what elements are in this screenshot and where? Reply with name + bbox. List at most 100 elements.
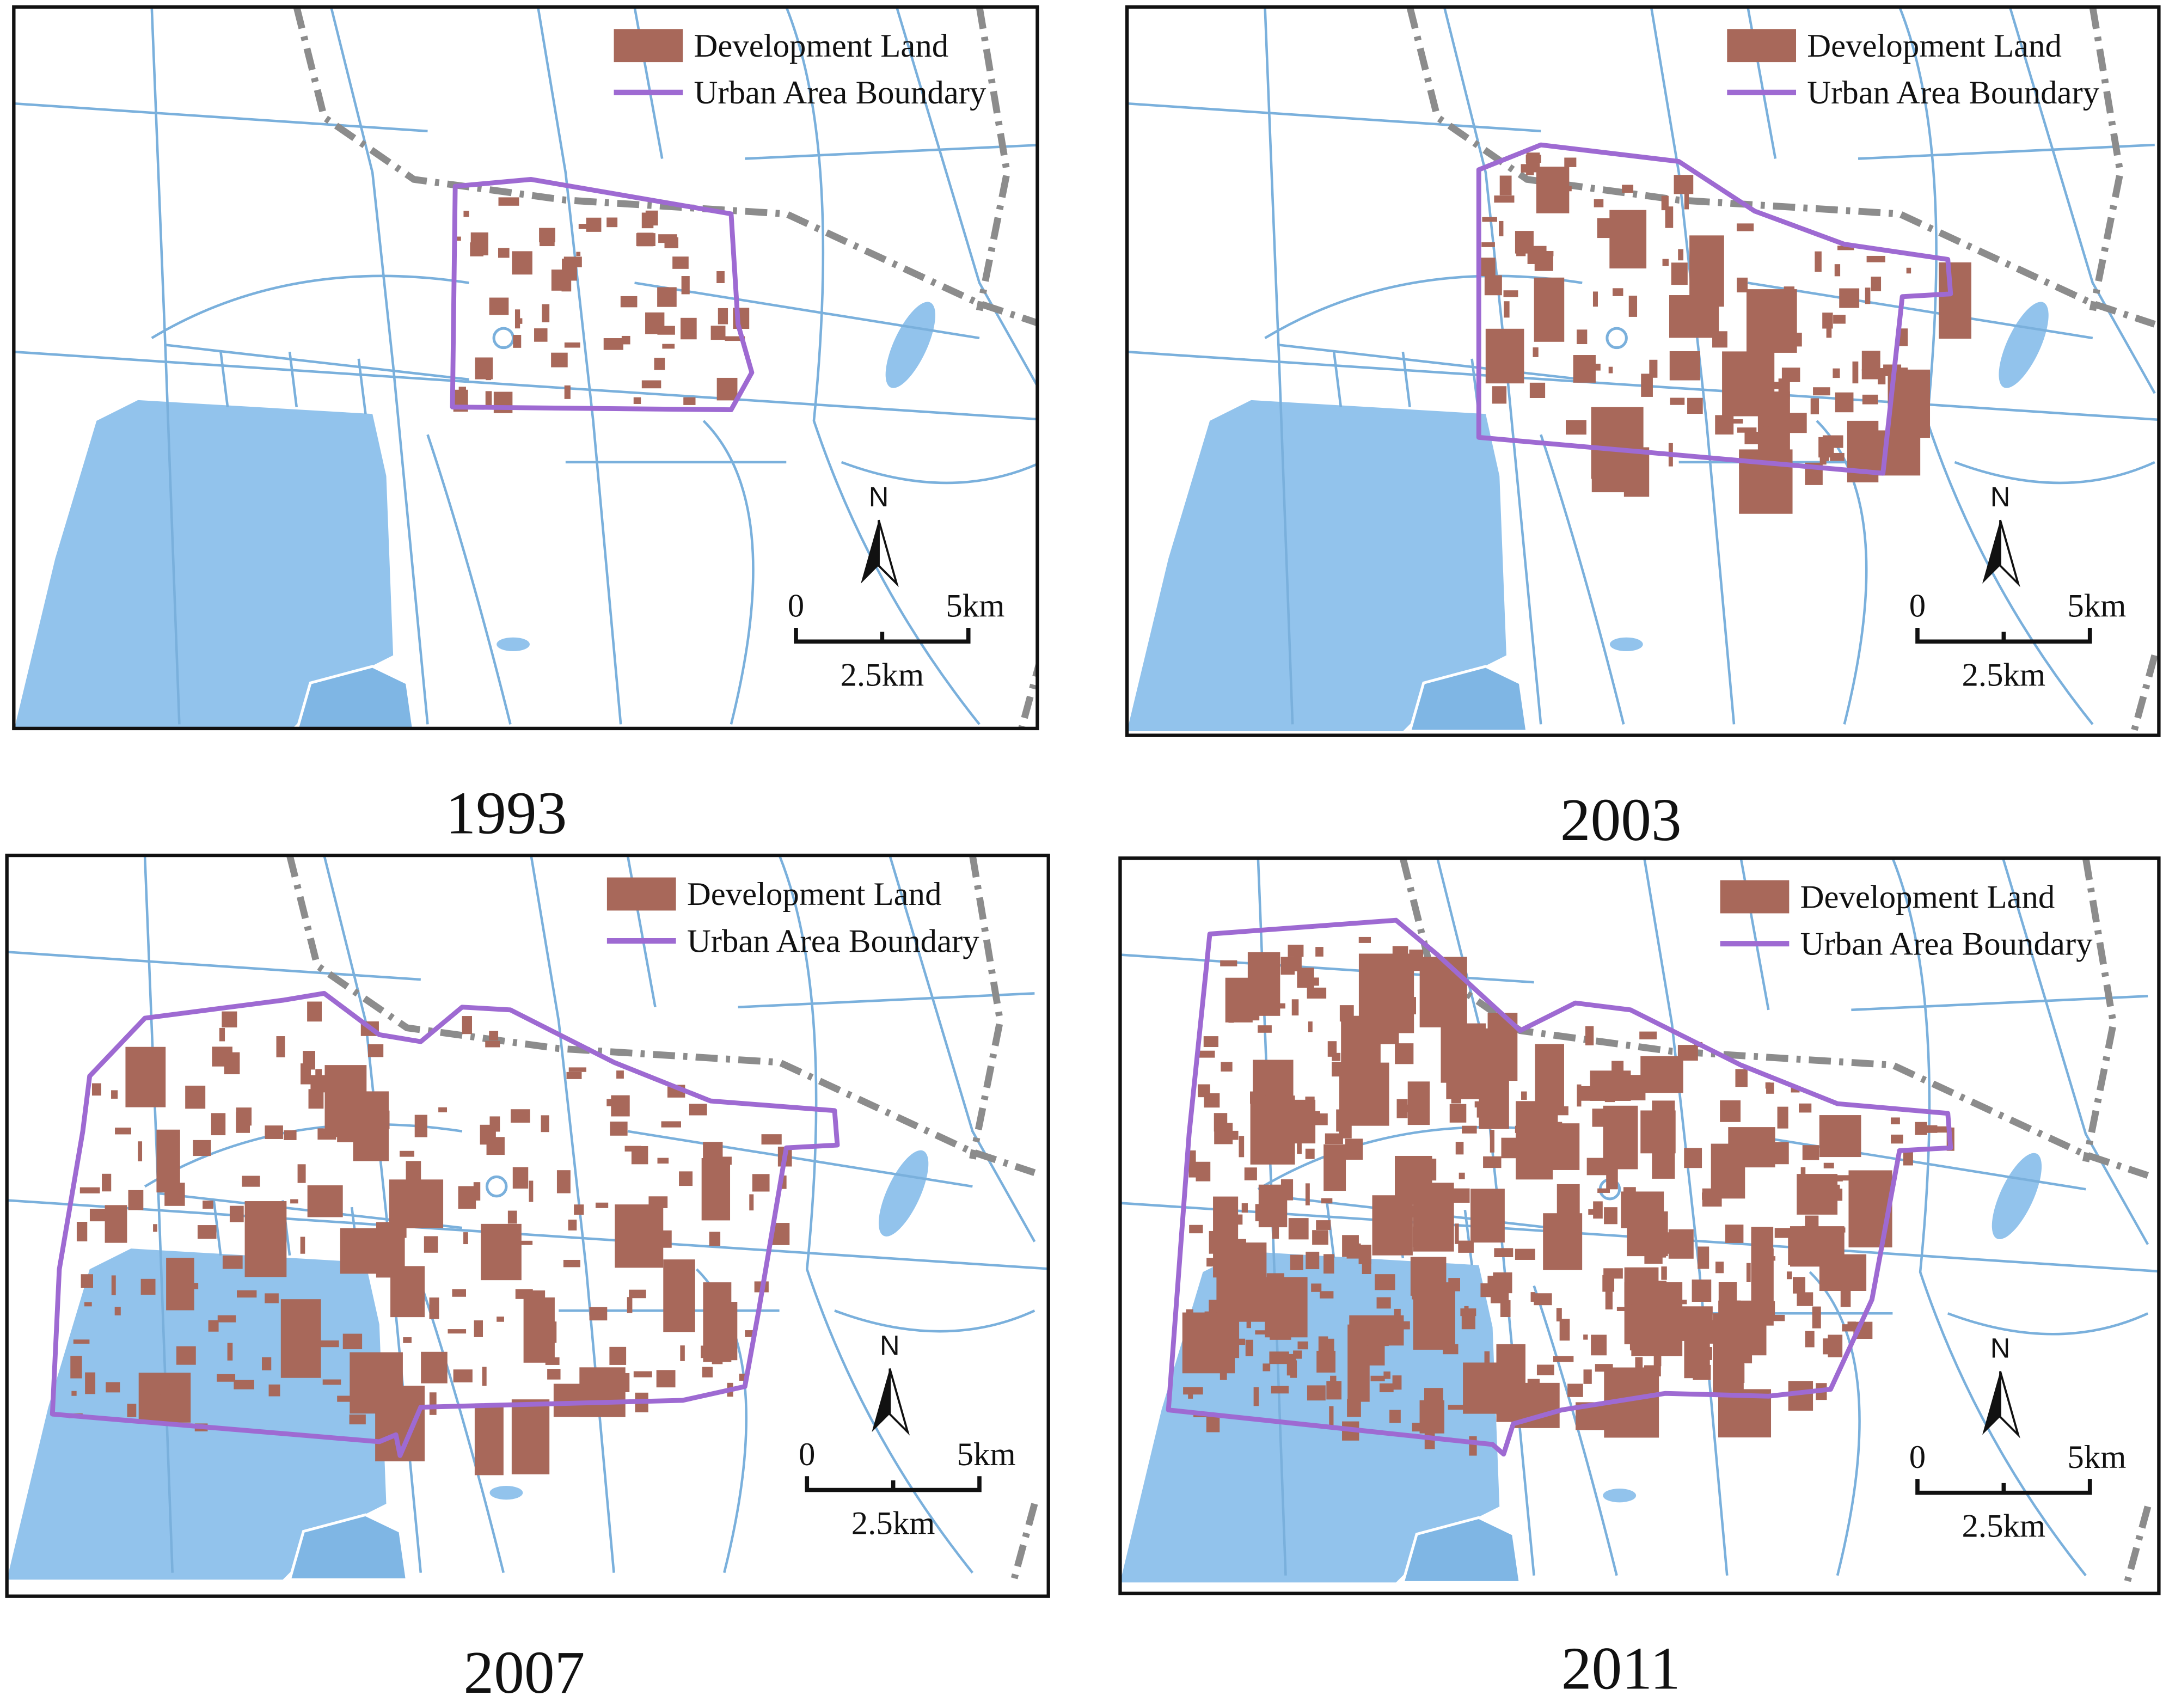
development-land (85, 1372, 96, 1394)
river (745, 144, 1038, 160)
development-land (513, 335, 522, 348)
river (785, 7, 981, 725)
legend-label: Development Land (1807, 28, 2062, 64)
development-land (603, 338, 623, 350)
development-land (1307, 987, 1327, 999)
development-land (1272, 1190, 1277, 1204)
development-land (1591, 1334, 1607, 1356)
development-land (1243, 1269, 1255, 1278)
development-land (1689, 235, 1724, 307)
development-land (1482, 217, 1497, 222)
development-land (1521, 1091, 1527, 1100)
development-land (1576, 356, 1580, 364)
pond (489, 1485, 523, 1500)
development-land (662, 344, 675, 349)
development-land (91, 1083, 101, 1096)
development-land (718, 308, 728, 325)
development-land (1802, 1145, 1819, 1160)
development-land (1376, 1066, 1385, 1081)
development-land (1662, 259, 1669, 266)
development-land (234, 1380, 254, 1389)
development-land (620, 296, 638, 308)
development-land (683, 397, 696, 405)
development-land (1358, 936, 1371, 943)
development-land (1469, 1436, 1477, 1456)
development-land (485, 1040, 500, 1048)
development-land (1665, 1314, 1682, 1337)
development-land (222, 1011, 237, 1028)
harbor (1408, 665, 1529, 733)
development-land (1504, 301, 1510, 318)
development-land (1297, 1134, 1302, 1154)
development-land (229, 1205, 244, 1222)
river (1851, 995, 2148, 1012)
development-land (1272, 1217, 1279, 1239)
development-land (265, 1125, 283, 1139)
development-land (703, 1142, 723, 1160)
development-land (1412, 1258, 1437, 1300)
development-land (1823, 1338, 1830, 1355)
development-land (656, 1370, 676, 1388)
development-land (663, 1259, 695, 1332)
lake (14, 400, 394, 728)
development-land (236, 1107, 252, 1126)
development-land (1602, 1275, 1615, 1292)
development-land (1305, 1183, 1310, 1205)
development-land (1451, 1188, 1470, 1203)
development-land (672, 256, 689, 269)
development-land (301, 1063, 311, 1085)
development-land (290, 1199, 298, 1204)
development-land (1861, 369, 1882, 379)
development-land (497, 1317, 504, 1322)
development-land (350, 1352, 403, 1414)
development-land (1623, 1187, 1636, 1199)
development-land (1873, 430, 1921, 476)
river (1947, 1312, 2149, 1336)
pond (885, 302, 935, 388)
development-land (657, 287, 677, 307)
development-land (576, 252, 581, 256)
development-land (1604, 1087, 1615, 1103)
scale-label: 5km (946, 588, 1004, 625)
development-land (713, 1292, 728, 1303)
scale-label: 2.5km (851, 1505, 935, 1542)
pond (1603, 1489, 1637, 1503)
north-arrow (878, 519, 899, 587)
development-land (1527, 1379, 1540, 1384)
development-land (1707, 1320, 1713, 1334)
north-label: N (1990, 481, 2011, 512)
development-land (1616, 1307, 1628, 1311)
development-land (1327, 1041, 1337, 1057)
development-land (1480, 258, 1496, 277)
development-land (1586, 1158, 1607, 1176)
development-land (1474, 1101, 1482, 1108)
development-land (340, 1228, 391, 1274)
development-land (1363, 1074, 1374, 1079)
development-land (1255, 1330, 1275, 1334)
development-land (424, 1236, 438, 1253)
development-land (1671, 262, 1688, 285)
development-land (297, 1164, 306, 1183)
development-land (1330, 1375, 1337, 1386)
development-land (498, 393, 511, 400)
development-land (1591, 363, 1601, 371)
development-land (589, 1307, 608, 1321)
development-land (1521, 164, 1527, 173)
development-land (1745, 1351, 1753, 1363)
river (1747, 281, 2093, 340)
development-land (1203, 1036, 1218, 1048)
development-land (1227, 1214, 1243, 1225)
development-land (251, 1242, 268, 1265)
development-land (1648, 1078, 1664, 1092)
development-land (1583, 1334, 1588, 1340)
development-land (1220, 960, 1237, 966)
pond (1992, 1153, 2042, 1240)
development-land (1312, 1230, 1328, 1245)
development-land (1297, 1341, 1308, 1350)
development-land (606, 217, 618, 228)
development-land (222, 1255, 243, 1269)
development-land (1244, 1167, 1257, 1180)
development-land (1395, 1043, 1414, 1064)
harbor (287, 1513, 409, 1581)
development-land (1831, 1129, 1847, 1140)
